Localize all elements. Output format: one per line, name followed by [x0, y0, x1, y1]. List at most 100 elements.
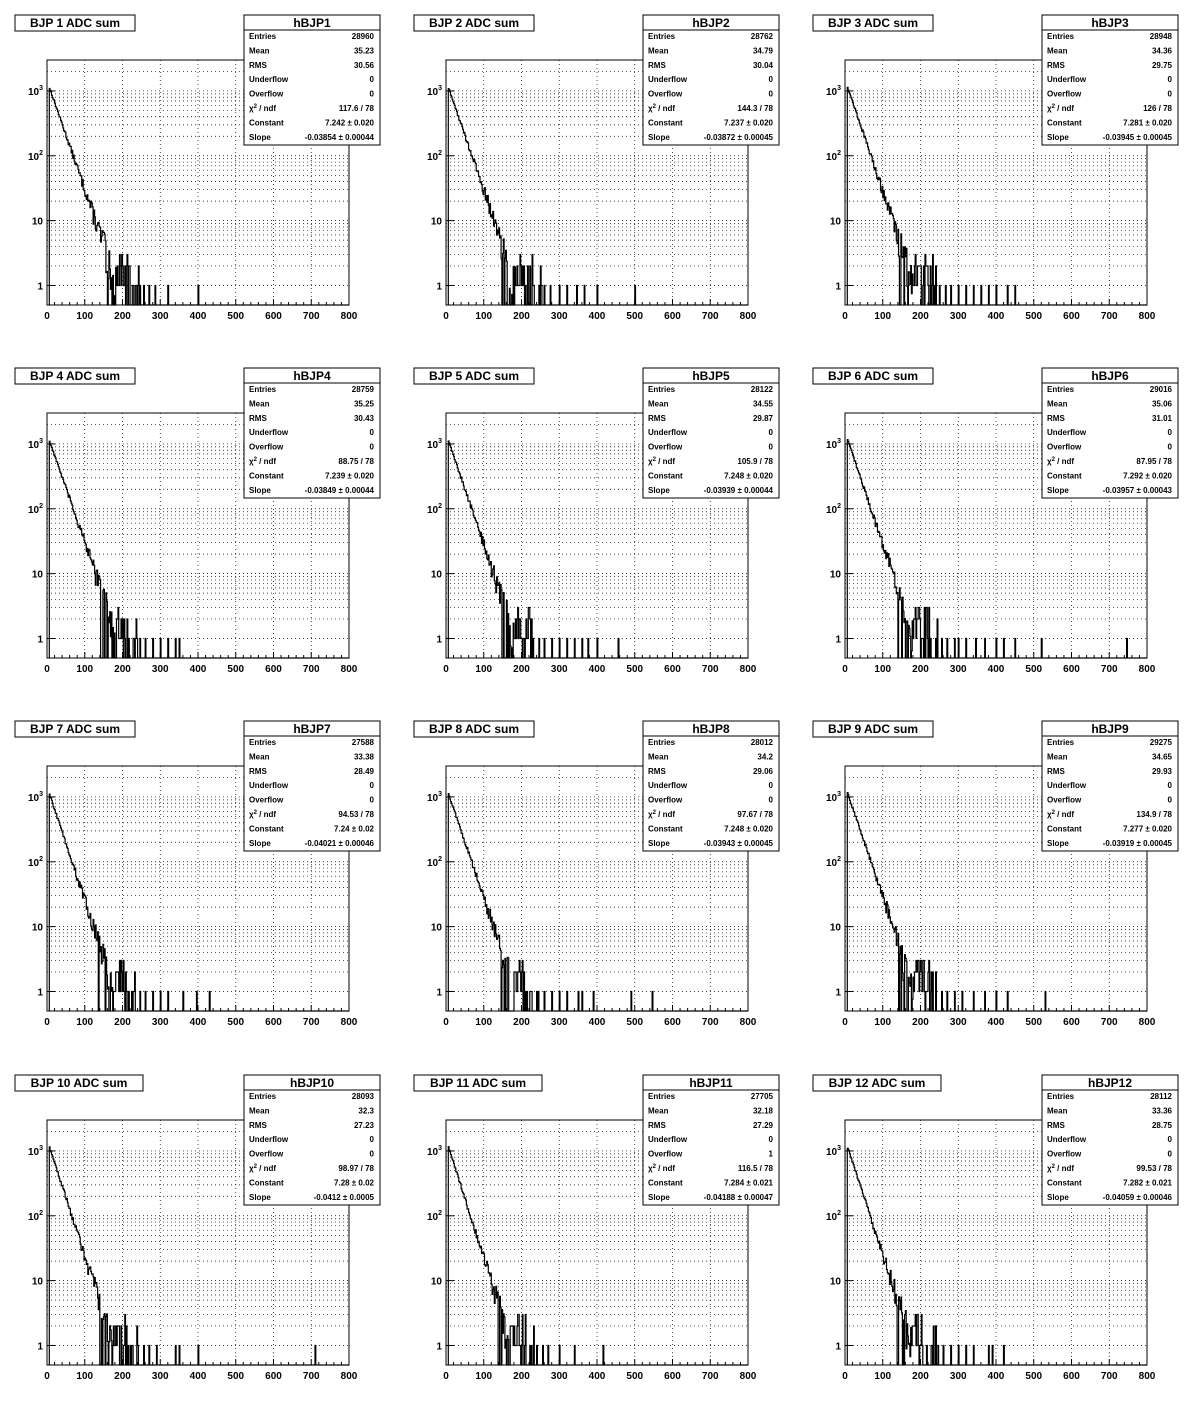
- stats-frame: [642, 14, 780, 146]
- stats-name: hBJP2: [692, 16, 730, 30]
- stats-label: Mean: [249, 46, 270, 55]
- stats-value: 7.281 ± 0.020: [1123, 118, 1172, 127]
- histogram-panel: 0 100 200 300 400 500 600 700 800 1 10 102 103 BJP 5 …: [413, 367, 780, 675]
- stats-label: Underflow: [249, 75, 289, 84]
- x-tick-label: 700: [303, 1017, 320, 1028]
- y-tick-label: 102: [28, 1210, 43, 1223]
- stats-label: Slope: [648, 839, 670, 848]
- y-tick-label: 102: [427, 503, 442, 516]
- stats-frame: [642, 720, 780, 852]
- x-tick-label: 800: [740, 1017, 757, 1028]
- stats-label: Entries: [1047, 32, 1075, 41]
- x-tick-label: 400: [988, 1371, 1005, 1382]
- stats-value: 1: [769, 1150, 774, 1159]
- x-tick-label: 400: [589, 1017, 606, 1028]
- stats-label: RMS: [249, 61, 267, 70]
- stats-value: 0: [1168, 75, 1173, 84]
- stats-label: RMS: [648, 767, 666, 776]
- stats-value: 7.28 ± 0.02: [334, 1178, 375, 1187]
- stats-value: 29.93: [1152, 767, 1173, 776]
- stats-label: RMS: [1047, 1121, 1065, 1130]
- x-tick-label: 800: [740, 311, 757, 322]
- stats-label: Slope: [1047, 486, 1069, 495]
- stats-label: RMS: [249, 414, 267, 423]
- stats-frame: [1041, 1074, 1179, 1206]
- stats-value: 0: [370, 796, 375, 805]
- stats-label: Slope: [249, 133, 271, 142]
- stats-label: Slope: [1047, 839, 1069, 848]
- histogram-panel: 0 100 200 300 400 500 600 700 800 1 10 102 103 BJP 1 …: [14, 14, 381, 322]
- x-tick-label: 0: [842, 1371, 848, 1382]
- x-tick-label: 800: [1139, 664, 1156, 675]
- x-tick-label: 600: [1063, 1371, 1080, 1382]
- stats-label: Underflow: [648, 75, 688, 84]
- stats-label: Overflow: [1047, 796, 1082, 805]
- stats-label: RMS: [648, 1121, 666, 1130]
- y-tick-label: 102: [826, 503, 841, 516]
- stats-value: 7.248 ± 0.020: [724, 824, 773, 833]
- x-tick-label: 200: [513, 664, 530, 675]
- stats-value: 87.95 / 78: [1136, 457, 1172, 466]
- stats-label: Underflow: [249, 428, 289, 437]
- x-tick-label: 400: [988, 1017, 1005, 1028]
- title-text: BJP 9 ADC sum: [828, 722, 918, 736]
- stats-frame: [642, 367, 780, 499]
- stats-value: 29.87: [753, 414, 774, 423]
- x-tick-label: 200: [912, 664, 929, 675]
- stats-name: hBJP5: [692, 369, 730, 383]
- stats-label: χ2 / ndf: [1047, 104, 1074, 113]
- x-tick-label: 300: [950, 664, 967, 675]
- stats-value: 0: [1168, 1150, 1173, 1159]
- stats-value: 0: [769, 1135, 774, 1144]
- stats-name: hBJP9: [1091, 722, 1129, 736]
- stats-value: 34.79: [753, 46, 774, 55]
- stats-value: 94.53 / 78: [338, 810, 374, 819]
- x-tick-label: 200: [912, 1017, 929, 1028]
- x-tick-label: 800: [1139, 311, 1156, 322]
- y-tick-label: 10: [32, 570, 44, 581]
- histogram-line: [447, 88, 748, 306]
- x-tick-label: 0: [443, 311, 449, 322]
- y-tick-label: 10: [830, 1277, 842, 1288]
- stats-label: Constant: [1047, 471, 1082, 480]
- stats-label: χ2 / ndf: [1047, 1164, 1074, 1173]
- stats-label: RMS: [1047, 61, 1065, 70]
- histogram-title: BJP 8 ADC sum: [413, 720, 535, 738]
- stats-label: χ2 / ndf: [249, 1164, 276, 1173]
- stats-label: Mean: [1047, 752, 1068, 761]
- stats-label: Underflow: [249, 1135, 289, 1144]
- histogram-panel: 0 100 200 300 400 500 600 700 800 1 10 102 103 BJP 10…: [14, 1074, 381, 1382]
- stats-value: 31.01: [1152, 414, 1173, 423]
- stats-value: 29275: [1150, 738, 1173, 747]
- title-box: [413, 1074, 543, 1092]
- x-tick-label: 700: [702, 311, 719, 322]
- stats-value: 88.75 / 78: [338, 457, 374, 466]
- stats-label: Constant: [249, 1178, 284, 1187]
- stats-value: -0.03939 ± 0.00044: [704, 486, 774, 495]
- stats-label: Underflow: [1047, 1135, 1087, 1144]
- x-tick-label: 0: [443, 1371, 449, 1382]
- stats-label: χ2 / ndf: [249, 810, 276, 819]
- stats-value: 28948: [1150, 32, 1173, 41]
- stats-value: 29.06: [753, 767, 774, 776]
- stats-label: Overflow: [1047, 90, 1082, 99]
- stats-label: Slope: [1047, 133, 1069, 142]
- y-tick-label: 10: [830, 570, 842, 581]
- y-tick-label: 10: [830, 217, 842, 228]
- x-tick-label: 800: [341, 311, 358, 322]
- stats-value: 28.49: [354, 767, 375, 776]
- stats-value: 27.29: [753, 1121, 774, 1130]
- stats-label: Constant: [249, 471, 284, 480]
- stats-label: χ2 / ndf: [648, 810, 675, 819]
- x-tick-label: 700: [1101, 311, 1118, 322]
- title-box: [812, 1074, 942, 1092]
- stats-value: 30.04: [753, 61, 774, 70]
- stats-value: 117.6 / 78: [339, 104, 375, 113]
- x-tick-label: 500: [1025, 1371, 1042, 1382]
- y-tick-label: 1: [37, 987, 43, 998]
- stats-value: 32.18: [753, 1106, 774, 1115]
- x-tick-label: 500: [227, 311, 244, 322]
- x-tick-label: 600: [664, 664, 681, 675]
- x-tick-label: 600: [664, 1017, 681, 1028]
